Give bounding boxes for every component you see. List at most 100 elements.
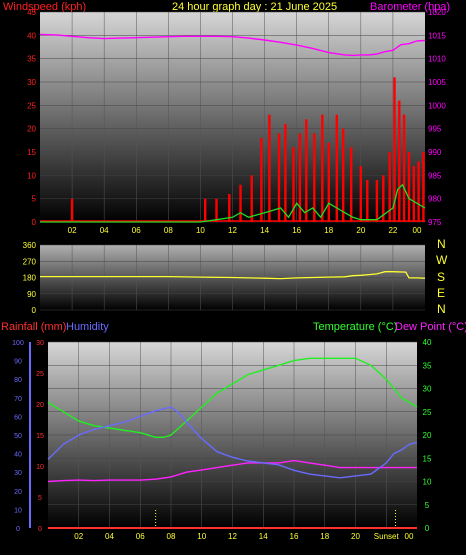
wind-gust-bar	[375, 180, 379, 222]
wind-gust-bar	[412, 166, 415, 222]
temperature-x-tick: 10	[197, 532, 206, 541]
temperature-x-tick: 16	[290, 532, 299, 541]
humidity-y-tick: 70	[14, 396, 22, 403]
barometer-y-tick: 990	[428, 148, 442, 157]
wind-x-tick: 04	[100, 226, 109, 235]
dewpoint-axis-title: Dew Point (°C)	[395, 321, 466, 333]
wind-gust-bar	[70, 198, 74, 222]
wind-gust-bar	[321, 114, 324, 222]
wind-gust-bar	[228, 194, 231, 222]
wind-gust-bar	[350, 147, 353, 222]
wind-y-tick: 15	[27, 148, 36, 157]
temperature-y-tick: 0	[425, 524, 430, 533]
wind-gust-bar	[342, 128, 345, 222]
wind-x-tick: 06	[132, 226, 141, 235]
temperature-x-tick: Sunset	[374, 532, 400, 541]
temperature-x-tick: 18	[320, 532, 329, 541]
wind-gust-bar	[292, 147, 295, 222]
barometer-y-tick: 980	[428, 195, 442, 204]
humidity-y-tick: 0	[16, 526, 20, 533]
wind-gust-bar	[204, 198, 207, 222]
barometer-y-tick: 1000	[428, 101, 446, 110]
wind-y-tick: 35	[27, 55, 36, 64]
wind-gust-bar	[327, 142, 330, 222]
wind-gust-bar	[298, 133, 302, 222]
wind-y-tick: 30	[27, 78, 36, 87]
wind-x-tick: 18	[324, 226, 333, 235]
windspeed-axis-title: Windspeed (kph)	[3, 1, 87, 13]
wind-gust-bar	[250, 175, 253, 222]
rainfall-y-tick: 25	[36, 371, 44, 378]
barometer-y-tick: 1010	[428, 55, 446, 64]
wind-gust-bar	[402, 114, 406, 222]
humidity-line	[47, 406, 418, 479]
barometer-line	[39, 33, 426, 57]
humidity-y-tick: 20	[14, 489, 22, 496]
temperature-line	[47, 357, 418, 438]
direction-y-tick: 360	[23, 241, 37, 250]
compass-north-bottom: N	[437, 302, 446, 316]
wind-x-tick: 16	[292, 226, 301, 235]
rainfall-y-tick: 5	[38, 495, 42, 502]
compass-west: W	[436, 253, 448, 267]
temperature-y-tick: 40	[423, 338, 432, 347]
wind-y-tick: 0	[32, 218, 37, 227]
wind-x-tick: 10	[196, 226, 205, 235]
rainfall-y-tick: 30	[36, 340, 44, 347]
wind-x-tick: 08	[164, 226, 173, 235]
temperature-x-tick: 20	[351, 532, 360, 541]
rainfall-y-tick: 15	[36, 433, 44, 440]
compass-east: E	[437, 286, 446, 300]
temperature-x-tick: 06	[136, 532, 145, 541]
wind-y-tick: 40	[27, 31, 36, 40]
wind-x-tick: 14	[260, 226, 269, 235]
wind-y-tick: 5	[32, 195, 37, 204]
temperature-x-tick: 14	[259, 532, 268, 541]
humidity-y-tick: 100	[12, 340, 24, 347]
barometer-y-tick: 1020	[428, 8, 446, 17]
wind-y-tick: 20	[27, 125, 36, 134]
wind-gust-bar	[366, 180, 369, 222]
wind-x-tick: 20	[356, 226, 365, 235]
direction-y-tick: 180	[23, 274, 37, 283]
wind-gust-bar	[305, 119, 308, 222]
wind-gust-bar	[398, 100, 401, 222]
wind-gust-bar	[422, 152, 425, 222]
humidity-y-tick: 60	[14, 414, 22, 421]
graph-title: 24 hour graph day : 21 June 2025	[172, 1, 338, 13]
wind-gust-bar	[313, 133, 316, 222]
barometer-axis-title: Barometer (hpa)	[370, 1, 451, 13]
temperature-y-tick: 35	[423, 361, 432, 370]
humidity-y-tick: 90	[14, 359, 22, 366]
temperature-y-tick: 5	[425, 501, 430, 510]
wind-x-tick: 12	[228, 226, 237, 235]
humidity-y-tick: 50	[14, 433, 22, 440]
rainfall-axis-title: Rainfall (mm)	[1, 321, 67, 333]
humidity-y-tick: 40	[14, 452, 22, 459]
temperature-y-tick: 25	[423, 408, 432, 417]
direction-y-tick: 270	[23, 257, 37, 266]
wind-gust-bar	[215, 198, 218, 222]
temperature-x-tick: 00	[405, 532, 414, 541]
temperature-y-tick: 15	[423, 454, 432, 463]
humidity-y-tick: 10	[14, 507, 22, 514]
temperature-x-tick: 04	[105, 532, 114, 541]
wind-y-tick: 45	[27, 8, 36, 17]
barometer-y-tick: 1005	[428, 78, 446, 87]
temperature-x-tick: 12	[228, 532, 237, 541]
temperature-x-tick: 02	[74, 532, 83, 541]
barometer-y-tick: 985	[428, 171, 442, 180]
wind-gust-bar	[284, 124, 287, 222]
wind-x-tick: 02	[68, 226, 77, 235]
wind-gust-bar	[417, 161, 420, 222]
wind-average-line	[40, 183, 426, 223]
humidity-y-tick: 30	[14, 470, 22, 477]
temperature-axis-title: Temperature (°C)	[313, 321, 398, 333]
compass-south: S	[437, 270, 446, 284]
temperature-y-tick: 30	[423, 385, 432, 394]
barometer-y-tick: 995	[428, 125, 442, 134]
temperature-y-tick: 10	[423, 478, 432, 487]
wind-gust-bar	[382, 175, 385, 222]
wind-gust-bar	[277, 133, 281, 222]
dewpoint-line	[47, 459, 417, 483]
